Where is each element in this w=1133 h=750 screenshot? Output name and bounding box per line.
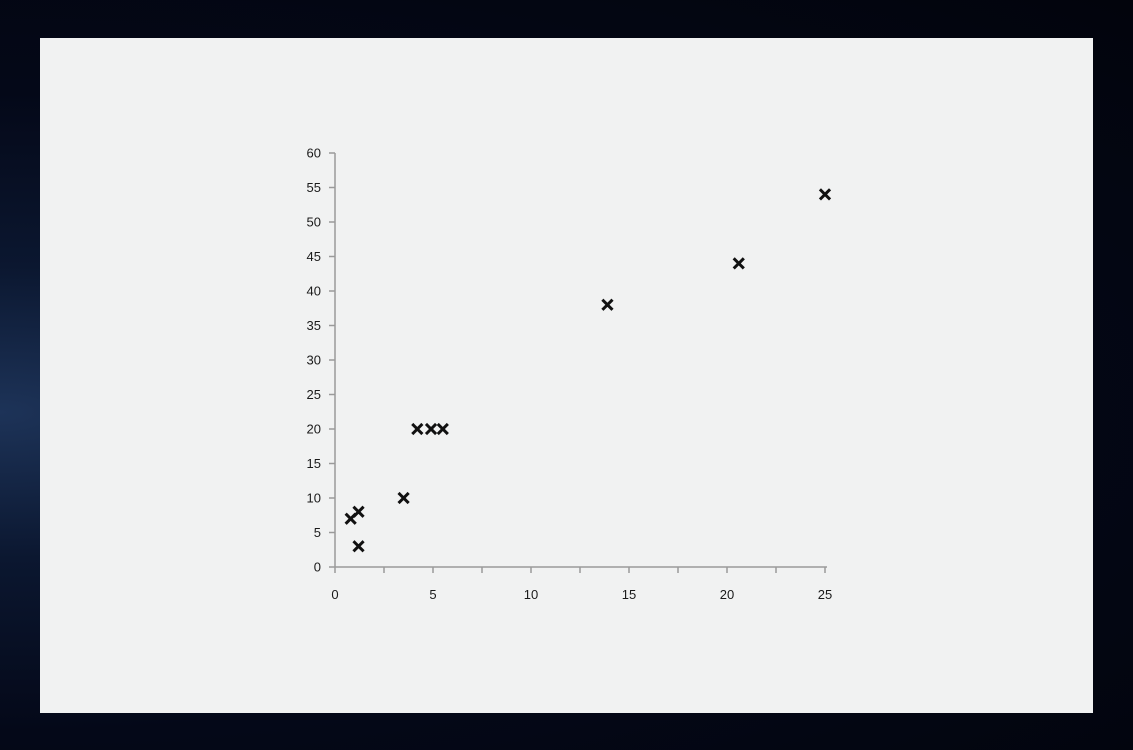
y-tick-label: 50 <box>307 215 321 230</box>
y-tick-label: 10 <box>307 491 321 506</box>
data-point-x-marker <box>439 425 447 433</box>
y-tick-label: 15 <box>307 456 321 471</box>
scatter-chart: 0 5 10 15 20 25 30 35 40 45 50 55 60 0 5 10 15 20 25 <box>40 38 1093 713</box>
x-tick-label: 15 <box>622 587 636 602</box>
y-tick-label: 40 <box>307 284 321 299</box>
data-point-x-marker <box>355 542 363 550</box>
x-tick-label: 5 <box>429 587 436 602</box>
y-tick-label: 5 <box>314 525 321 540</box>
y-tick-label: 35 <box>307 318 321 333</box>
data-point-x-marker <box>821 190 829 198</box>
y-tick-label: 60 <box>307 146 321 161</box>
x-tick-label: 10 <box>524 587 538 602</box>
data-point-x-marker <box>603 301 611 309</box>
slide-panel: 0 5 10 15 20 25 30 35 40 45 50 55 60 0 5 10 15 20 25 <box>40 38 1093 713</box>
y-tick-label: 25 <box>307 387 321 402</box>
x-tick-label: 20 <box>720 587 734 602</box>
data-point-x-marker <box>413 425 421 433</box>
data-point-x-marker <box>735 259 743 267</box>
data-points <box>347 190 829 550</box>
x-tick-label: 25 <box>818 587 832 602</box>
x-tick-label: 0 <box>331 587 338 602</box>
y-tick-label: 20 <box>307 422 321 437</box>
y-tick-label: 30 <box>307 353 321 368</box>
x-axis-ticks: 0 5 10 15 20 25 <box>331 567 832 602</box>
data-point-x-marker <box>400 494 408 502</box>
y-axis-ticks: 0 5 10 15 20 25 30 35 40 45 50 55 60 <box>307 146 335 575</box>
data-point-x-marker <box>427 425 435 433</box>
data-point-x-marker <box>355 508 363 516</box>
y-tick-label: 0 <box>314 560 321 575</box>
y-tick-label: 55 <box>307 180 321 195</box>
y-tick-label: 45 <box>307 249 321 264</box>
